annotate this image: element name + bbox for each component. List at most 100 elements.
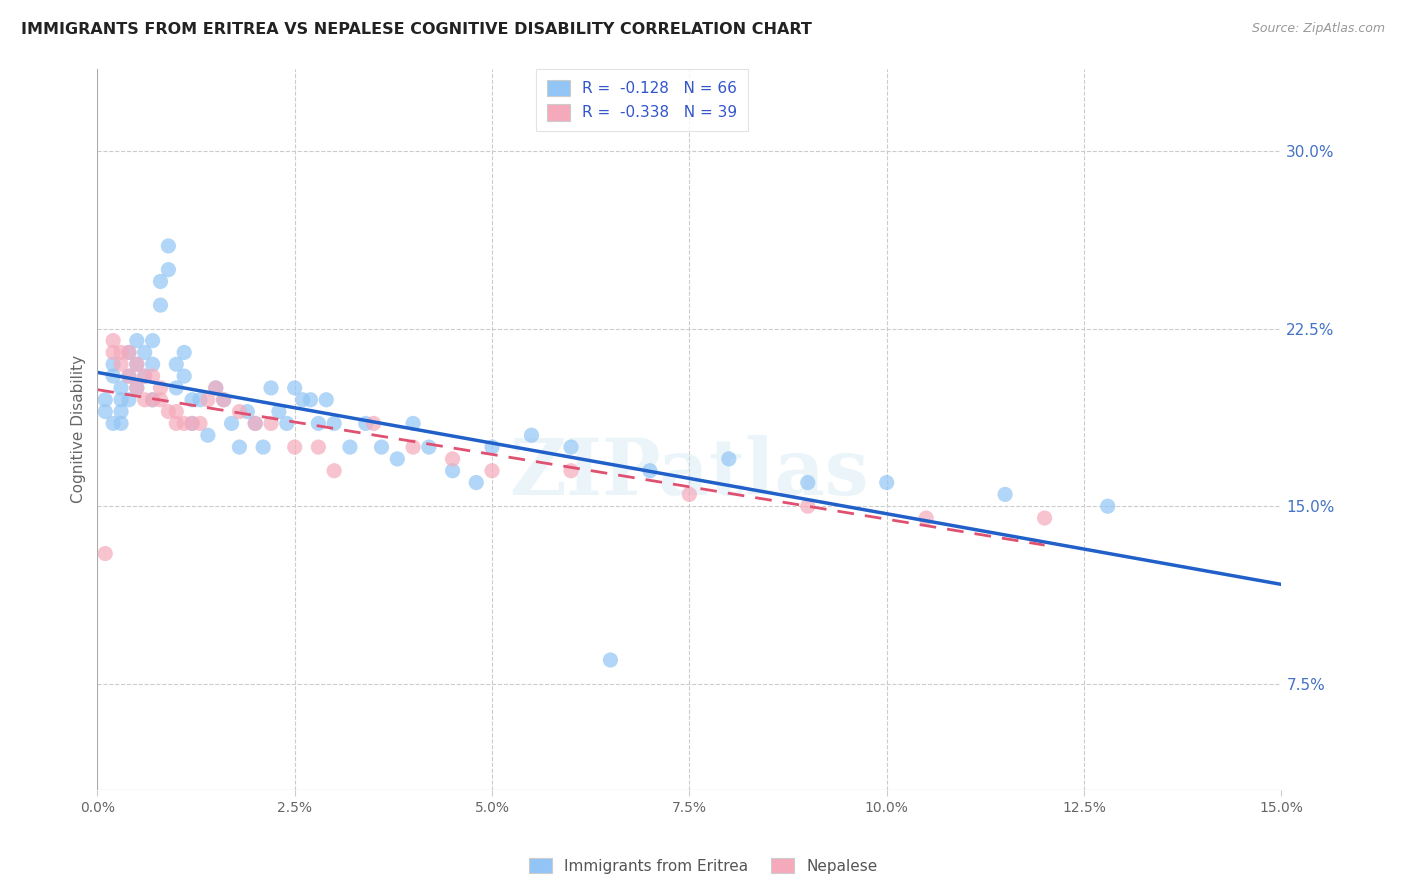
Point (197, 428, 219, 442)
Point (118, 369, 141, 384)
Point (638, 464, 661, 478)
Point (560, 464, 582, 478)
Point (125, 357, 148, 371)
Text: IMMIGRANTS FROM ERITREA VS NEPALESE COGNITIVE DISABILITY CORRELATION CHART: IMMIGRANTS FROM ERITREA VS NEPALESE COGN… (21, 22, 813, 37)
Point (165, 404, 187, 418)
Point (94, 547, 117, 561)
Point (110, 357, 132, 371)
Point (101, 334, 124, 348)
Point (173, 369, 195, 384)
Point (125, 381, 148, 395)
Point (142, 392, 165, 407)
Point (94, 392, 117, 407)
Point (157, 262, 180, 277)
Point (315, 392, 337, 407)
Point (173, 417, 195, 431)
Point (165, 357, 187, 371)
Point (307, 440, 329, 454)
Point (110, 345, 132, 359)
Point (142, 357, 165, 371)
Point (197, 392, 219, 407)
Point (441, 451, 464, 466)
Point (142, 369, 165, 384)
Point (678, 487, 700, 501)
Point (149, 298, 172, 312)
Point (149, 381, 172, 395)
Point (323, 464, 346, 478)
Point (284, 440, 307, 454)
Point (260, 381, 283, 395)
Point (481, 440, 503, 454)
Point (181, 417, 204, 431)
Point (354, 417, 377, 431)
Point (118, 392, 141, 407)
Point (339, 440, 361, 454)
Point (118, 345, 141, 359)
Point (236, 404, 259, 418)
Point (228, 440, 250, 454)
Point (157, 404, 180, 418)
Point (876, 475, 898, 490)
Point (994, 487, 1017, 501)
Point (173, 345, 195, 359)
Point (370, 440, 392, 454)
Point (204, 381, 226, 395)
Point (142, 392, 165, 407)
Point (323, 417, 346, 431)
Point (110, 417, 132, 431)
Point (142, 334, 165, 348)
Point (717, 451, 740, 466)
Point (915, 511, 938, 525)
Point (252, 440, 274, 454)
Point (387, 451, 409, 466)
Point (307, 417, 329, 431)
Point (125, 381, 148, 395)
Point (101, 357, 124, 371)
Point (118, 369, 141, 384)
Point (204, 381, 226, 395)
Point (260, 417, 283, 431)
Point (118, 345, 141, 359)
Point (221, 417, 243, 431)
Point (402, 417, 425, 431)
Point (212, 392, 235, 407)
Point (363, 417, 385, 431)
Point (94, 404, 117, 418)
Point (797, 475, 820, 490)
Point (560, 440, 582, 454)
Point (284, 381, 307, 395)
Point (149, 275, 172, 289)
Point (465, 475, 488, 490)
Point (125, 334, 148, 348)
Point (797, 500, 820, 514)
Point (181, 417, 204, 431)
Point (291, 392, 314, 407)
Point (134, 345, 156, 359)
Point (134, 392, 156, 407)
Y-axis label: Cognitive Disability: Cognitive Disability (72, 355, 86, 503)
Point (157, 239, 180, 253)
Point (245, 417, 267, 431)
Point (267, 404, 290, 418)
Point (134, 369, 156, 384)
Point (110, 392, 132, 407)
Legend: Immigrants from Eritrea, Nepalese: Immigrants from Eritrea, Nepalese (523, 852, 883, 880)
Point (110, 404, 132, 418)
Point (101, 369, 124, 384)
Point (299, 392, 322, 407)
Point (520, 428, 543, 442)
Legend: R =  -0.128   N = 66, R =  -0.338   N = 39: R = -0.128 N = 66, R = -0.338 N = 39 (536, 69, 748, 131)
Point (441, 464, 464, 478)
Point (188, 417, 211, 431)
Point (125, 357, 148, 371)
Point (1097, 500, 1119, 514)
Point (418, 440, 440, 454)
Point (165, 381, 187, 395)
Point (110, 381, 132, 395)
Point (165, 417, 187, 431)
Point (599, 653, 621, 667)
Point (101, 417, 124, 431)
Point (481, 464, 503, 478)
Point (149, 392, 172, 407)
Point (245, 417, 267, 431)
